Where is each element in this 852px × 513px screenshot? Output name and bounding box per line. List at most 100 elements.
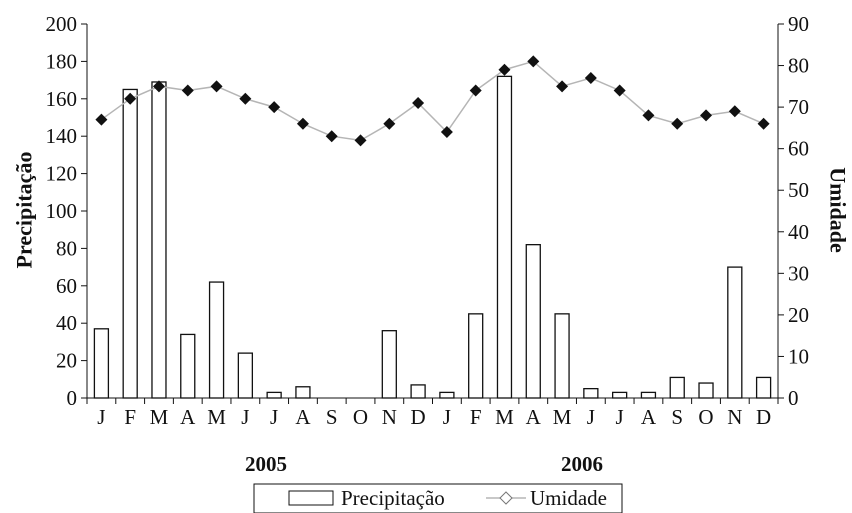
x-tick-label: M — [150, 405, 169, 429]
year-label-2005: 2005 — [245, 452, 287, 476]
y2-tick-label: 30 — [788, 261, 809, 285]
x-tick-label: J — [443, 405, 451, 429]
precipitation-bar — [525, 244, 541, 399]
humidity-point — [700, 109, 713, 122]
humidity-point — [210, 80, 223, 93]
humidity-point — [440, 126, 453, 139]
precipitation-bar — [381, 330, 397, 399]
humidity-point — [613, 84, 626, 97]
humidity-point — [642, 109, 655, 122]
y-axis-title: Precipitação — [12, 152, 37, 269]
y-tick-label: 60 — [56, 274, 77, 298]
y-tick-label: 180 — [46, 49, 78, 73]
humidity-point — [239, 92, 252, 105]
humidity-series-line — [100, 60, 764, 142]
precipitation-bar — [439, 391, 455, 399]
x-tick-label: F — [124, 405, 136, 429]
humidity-point — [498, 63, 511, 76]
tick-labels: 0 20 40 60 80 100 120 140 160 180 200 0 10 20 30 40 50 60… — [46, 12, 810, 429]
y-tick-label: 140 — [46, 124, 78, 148]
x-tick-label: D — [411, 405, 426, 429]
x-tick-label: J — [587, 405, 595, 429]
x-tick-label: A — [180, 405, 196, 429]
precipitation-bar — [93, 328, 110, 399]
y2-tick-label: 80 — [788, 54, 809, 78]
x-tick-label: J — [97, 405, 105, 429]
humidity-point — [95, 113, 108, 126]
precipitation-bar — [180, 333, 196, 399]
legend: Precipitação Umidade — [253, 483, 623, 513]
x-tick-label: J — [241, 405, 249, 429]
y2-tick-label: 10 — [788, 344, 809, 368]
humidity-point — [412, 96, 425, 109]
humidity-point — [181, 84, 194, 97]
legend-label-precipitacao: Precipitação — [341, 486, 445, 510]
y2-tick-label: 90 — [788, 12, 809, 36]
legend-marker-swatch — [499, 491, 513, 505]
precipitation-bar — [640, 391, 657, 399]
humidity-line — [95, 55, 770, 147]
precipitation-bar — [295, 386, 311, 399]
x-tick-label: N — [727, 405, 742, 429]
precipitation-bar — [611, 391, 628, 399]
humidity-point — [325, 130, 338, 143]
humidity-point — [728, 105, 741, 118]
x-tick-label: S — [671, 405, 683, 429]
y2-axis-title: Umidade — [826, 167, 851, 253]
x-tick-label: A — [641, 405, 657, 429]
precipitation-bar — [266, 391, 282, 399]
year-label-2006: 2006 — [561, 452, 603, 476]
precipitation-bar — [151, 81, 167, 399]
x-tick-label: J — [270, 405, 278, 429]
precipitation-bar — [727, 266, 743, 399]
precipitation-bar — [208, 281, 225, 399]
y-tick-label: 20 — [56, 349, 77, 373]
y-tick-label: 160 — [46, 87, 78, 111]
humidity-point — [124, 92, 137, 105]
bars — [93, 75, 772, 399]
y-tick-label: 40 — [56, 311, 77, 335]
legend-bar-swatch — [288, 490, 334, 506]
axes — [81, 23, 784, 404]
humidity-point — [296, 117, 309, 130]
humidity-point — [757, 117, 770, 130]
humidity-point — [152, 80, 165, 93]
precipitation-bar — [122, 88, 138, 399]
x-tick-label: D — [756, 405, 771, 429]
y-tick-label: 100 — [46, 199, 78, 223]
y-tick-label: 120 — [46, 162, 78, 186]
y2-tick-label: 40 — [788, 220, 809, 244]
x-tick-label: J — [616, 405, 624, 429]
precipitation-bar — [698, 382, 714, 399]
precipitation-bar — [755, 376, 772, 399]
y-tick-label: 200 — [46, 12, 78, 36]
x-tick-label: O — [698, 405, 713, 429]
y-tick-label: 0 — [67, 386, 78, 410]
y2-tick-label: 0 — [788, 386, 799, 410]
x-tick-label: M — [207, 405, 226, 429]
humidity-point — [383, 117, 396, 130]
x-tick-label: A — [526, 405, 542, 429]
humidity-point — [354, 134, 367, 147]
x-tick-label: M — [553, 405, 572, 429]
precipitation-bar — [410, 384, 426, 399]
x-tick-label: F — [470, 405, 482, 429]
x-tick-label: A — [295, 405, 311, 429]
y2-tick-label: 70 — [788, 95, 809, 119]
precipitation-bar — [237, 352, 254, 399]
legend-label-umidade: Umidade — [530, 486, 607, 510]
y2-tick-label: 60 — [788, 137, 809, 161]
y2-tick-label: 50 — [788, 178, 809, 202]
precipitation-bar — [468, 313, 484, 399]
x-tick-label: M — [495, 405, 514, 429]
x-tick-label: O — [353, 405, 368, 429]
y-tick-label: 80 — [56, 236, 77, 260]
precipitation-bar — [669, 376, 685, 399]
humidity-point — [527, 55, 540, 68]
y2-tick-label: 20 — [788, 303, 809, 327]
precipitation-bar — [554, 313, 570, 399]
x-tick-label: S — [326, 405, 338, 429]
humidity-point — [671, 117, 684, 130]
humidity-point — [469, 84, 482, 97]
